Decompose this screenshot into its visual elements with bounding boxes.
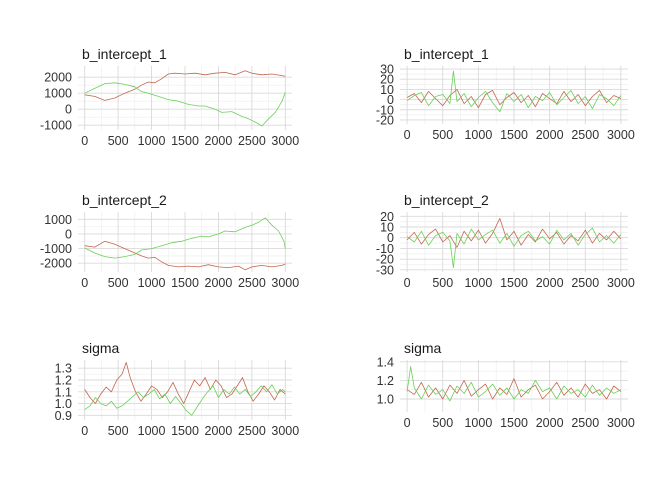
x-tick-label: 0	[81, 424, 88, 438]
x-tick-label: 1000	[464, 128, 492, 142]
x-tick-label: 2500	[238, 276, 266, 290]
y-tick-label: 1000	[44, 213, 72, 227]
x-tick-label: 3000	[271, 134, 299, 148]
y-tick-label: 1.3	[55, 362, 72, 376]
x-tick-label: 1500	[500, 128, 528, 142]
trace-panel: 0 500 1000 1500 2000 2500 3000-20-100102030b_i…	[376, 46, 635, 142]
chain-1-trace	[84, 240, 286, 271]
y-tick-label: -1000	[40, 242, 72, 256]
trace-panel: 0 500 1000 1500 2000 2500 3000 -1000 0 1000 2000 b_…	[40, 46, 299, 148]
x-tick-label: 500	[108, 276, 129, 290]
y-tick-label: 0	[65, 103, 72, 117]
panel-title: b_intercept_1	[404, 46, 489, 62]
x-tick-label: 3000	[607, 128, 635, 142]
x-tick-label: 2000	[536, 128, 564, 142]
x-tick-label: 2000	[536, 416, 564, 430]
y-tick-label: 1000	[44, 87, 72, 101]
x-tick-label: 3000	[271, 276, 299, 290]
panel-title: b_intercept_2	[82, 192, 167, 208]
y-tick-label: -10	[376, 242, 394, 256]
x-tick-label: 2000	[205, 424, 233, 438]
trace-panel: 0 500 1000 1500 2000 2500 3000 1.0 1.2 1.4 sigma	[377, 340, 635, 430]
y-tick-label: 20	[380, 210, 394, 224]
y-tick-label: 1.0	[377, 393, 394, 407]
trace-panel: 0 500 1000 1500 2000 2500 3000 0.91.01.11.21.3 s…	[55, 340, 300, 438]
chain-1-trace	[406, 218, 622, 248]
x-tick-label: 0	[404, 128, 411, 142]
x-tick-label: 500	[432, 416, 453, 430]
x-tick-label: 2500	[238, 424, 266, 438]
x-tick-label: 1000	[138, 424, 166, 438]
x-tick-label: 0	[81, 134, 88, 148]
y-tick-label: 1.4	[377, 355, 394, 369]
y-tick-label: 0	[387, 231, 394, 245]
x-tick-label: 1000	[464, 276, 492, 290]
chain-1-trace	[84, 70, 286, 101]
panel-title: b_intercept_1	[82, 46, 167, 62]
y-tick-label: -1000	[40, 119, 72, 133]
x-tick-label: 2500	[571, 416, 599, 430]
chain-1-trace	[406, 378, 622, 400]
y-tick-label: 1.0	[55, 397, 72, 411]
y-tick-label: 10	[380, 221, 394, 235]
x-tick-label: 2500	[571, 128, 599, 142]
x-tick-label: 1500	[171, 424, 199, 438]
chain-2-trace	[84, 217, 286, 259]
chain-1-trace	[84, 362, 286, 404]
y-tick-label: 0	[65, 227, 72, 241]
trace-panel: 0 500 1000 1500 2000 2500 3000-2000-100001000b…	[40, 192, 299, 290]
x-tick-label: 1000	[138, 276, 166, 290]
x-tick-label: 2000	[205, 276, 233, 290]
x-tick-label: 1000	[464, 416, 492, 430]
y-tick-label: -20	[376, 253, 394, 267]
panel-title: sigma	[404, 340, 442, 356]
x-tick-label: 500	[432, 276, 453, 290]
panel-title: sigma	[82, 340, 120, 356]
x-tick-label: 3000	[607, 416, 635, 430]
y-tick-label: -2000	[40, 257, 72, 271]
x-tick-label: 500	[108, 134, 129, 148]
panel-title: b_intercept_2	[404, 192, 489, 208]
y-tick-label: 30	[380, 63, 394, 77]
x-tick-label: 1500	[171, 134, 199, 148]
x-tick-label: 3000	[607, 276, 635, 290]
chain-2-trace	[406, 227, 622, 269]
x-tick-label: 1500	[500, 276, 528, 290]
x-tick-label: 1000	[138, 134, 166, 148]
x-tick-label: 0	[404, 416, 411, 430]
y-tick-label: -20	[376, 113, 394, 127]
x-tick-label: 0	[404, 276, 411, 290]
chain-1-trace	[406, 89, 622, 109]
x-tick-label: 500	[432, 128, 453, 142]
x-tick-label: 2000	[536, 276, 564, 290]
x-tick-label: 1500	[500, 416, 528, 430]
y-tick-label: -30	[376, 263, 394, 277]
y-tick-label: 10	[380, 83, 394, 97]
y-tick-label: 0.9	[55, 409, 72, 423]
chain-2-trace	[84, 384, 286, 416]
x-tick-label: 3000	[271, 424, 299, 438]
trace-panel: 0 500 1000 1500 2000 2500 3000-30-20-1001020b_…	[376, 192, 635, 290]
y-tick-label: 2000	[44, 71, 72, 85]
y-tick-label: 1.2	[377, 374, 394, 388]
y-tick-label: 1.2	[55, 374, 72, 388]
x-tick-label: 2500	[238, 134, 266, 148]
chain-2-trace	[84, 82, 286, 127]
y-tick-label: -10	[376, 103, 394, 117]
x-tick-label: 2500	[571, 276, 599, 290]
chain-2-trace	[406, 366, 622, 402]
chain-2-trace	[406, 70, 622, 113]
y-tick-label: 0	[387, 93, 394, 107]
x-tick-label: 500	[108, 424, 129, 438]
x-tick-label: 1500	[171, 276, 199, 290]
y-tick-label: 1.1	[55, 385, 72, 399]
x-tick-label: 0	[81, 276, 88, 290]
x-tick-label: 2000	[205, 134, 233, 148]
y-tick-label: 20	[380, 73, 394, 87]
